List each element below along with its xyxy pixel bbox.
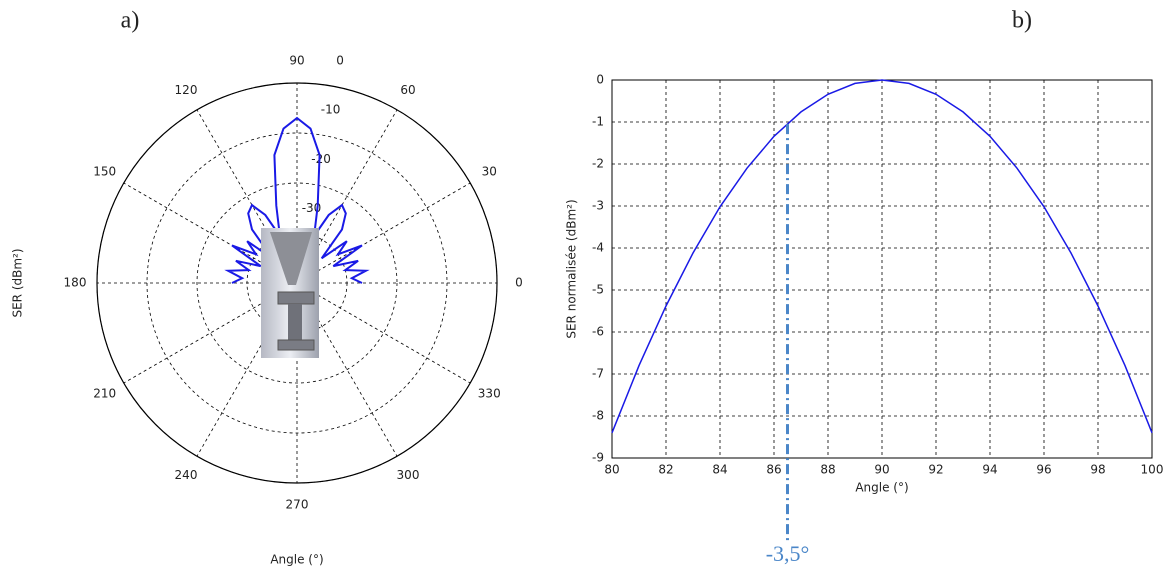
angle-tick-label: 60 xyxy=(400,83,415,97)
antenna-image xyxy=(261,228,319,358)
angle-tick-label: 300 xyxy=(397,468,420,482)
y-tick-label: -4 xyxy=(592,241,604,255)
line xyxy=(611,79,1153,434)
x-tick-label: 80 xyxy=(604,463,619,477)
angle-tick-label: 270 xyxy=(286,498,309,512)
y-tick-label: -5 xyxy=(592,283,604,297)
x-tick-label: 82 xyxy=(658,463,673,477)
x-tick-label: 88 xyxy=(820,463,835,477)
y-tick-label: -8 xyxy=(592,409,604,423)
x-tick-label: 94 xyxy=(982,463,997,477)
x-tick-label: 86 xyxy=(766,463,781,477)
antenna-horn xyxy=(270,232,312,285)
y-tick-label: -2 xyxy=(592,157,604,171)
angle-tick-label: 0 xyxy=(515,276,523,290)
chart-title: a) xyxy=(121,8,140,34)
x-tick-label: 90 xyxy=(874,463,889,477)
x-tick-label: 96 xyxy=(1036,463,1051,477)
y-tick-label: -6 xyxy=(592,325,604,339)
y-axis-label: SER (dBm²) xyxy=(11,248,25,317)
polar-trace xyxy=(224,116,370,284)
angle-tick-label: 120 xyxy=(175,83,198,97)
chart-title: b) xyxy=(1012,8,1032,34)
spoke xyxy=(296,182,471,284)
antenna-base xyxy=(277,339,315,351)
angle-tick-label: 90 xyxy=(289,54,304,68)
angle-tick-label: 330 xyxy=(478,387,501,401)
spoke xyxy=(296,282,471,384)
y-tick-label: -1 xyxy=(592,115,604,129)
angle-tick-label: 240 xyxy=(175,468,198,482)
x-axis-label: Angle (°) xyxy=(855,481,908,495)
x-axis-label: Angle (°) xyxy=(270,553,323,567)
x-tick-label: 98 xyxy=(1090,463,1105,477)
y-tick-label: 0 xyxy=(596,73,604,87)
r-tick-label: -20 xyxy=(311,152,331,166)
y-tick-label: -3 xyxy=(592,199,604,213)
y-tick-label: -9 xyxy=(592,451,604,465)
r-tick-label: 0 xyxy=(336,54,344,68)
r-tick-label: -10 xyxy=(321,103,341,117)
ring xyxy=(196,182,398,384)
y-axis-label: SER normalisée (dBm²) xyxy=(565,199,579,338)
ring xyxy=(146,132,448,434)
x-tick-label: 100 xyxy=(1141,463,1164,477)
angle-tick-label: 30 xyxy=(482,165,497,179)
x-tick-label: 84 xyxy=(712,463,727,477)
antenna-flange xyxy=(277,291,315,305)
angle-tick-label: 210 xyxy=(93,387,116,401)
x-tick-label: 92 xyxy=(928,463,943,477)
antenna-stem xyxy=(288,304,302,340)
angle-tick-label: 180 xyxy=(64,276,87,290)
annotation-label: -3,5° xyxy=(766,541,810,566)
angle-tick-label: 150 xyxy=(93,165,116,179)
outer-circle xyxy=(96,82,498,484)
y-tick-label: -7 xyxy=(592,367,604,381)
